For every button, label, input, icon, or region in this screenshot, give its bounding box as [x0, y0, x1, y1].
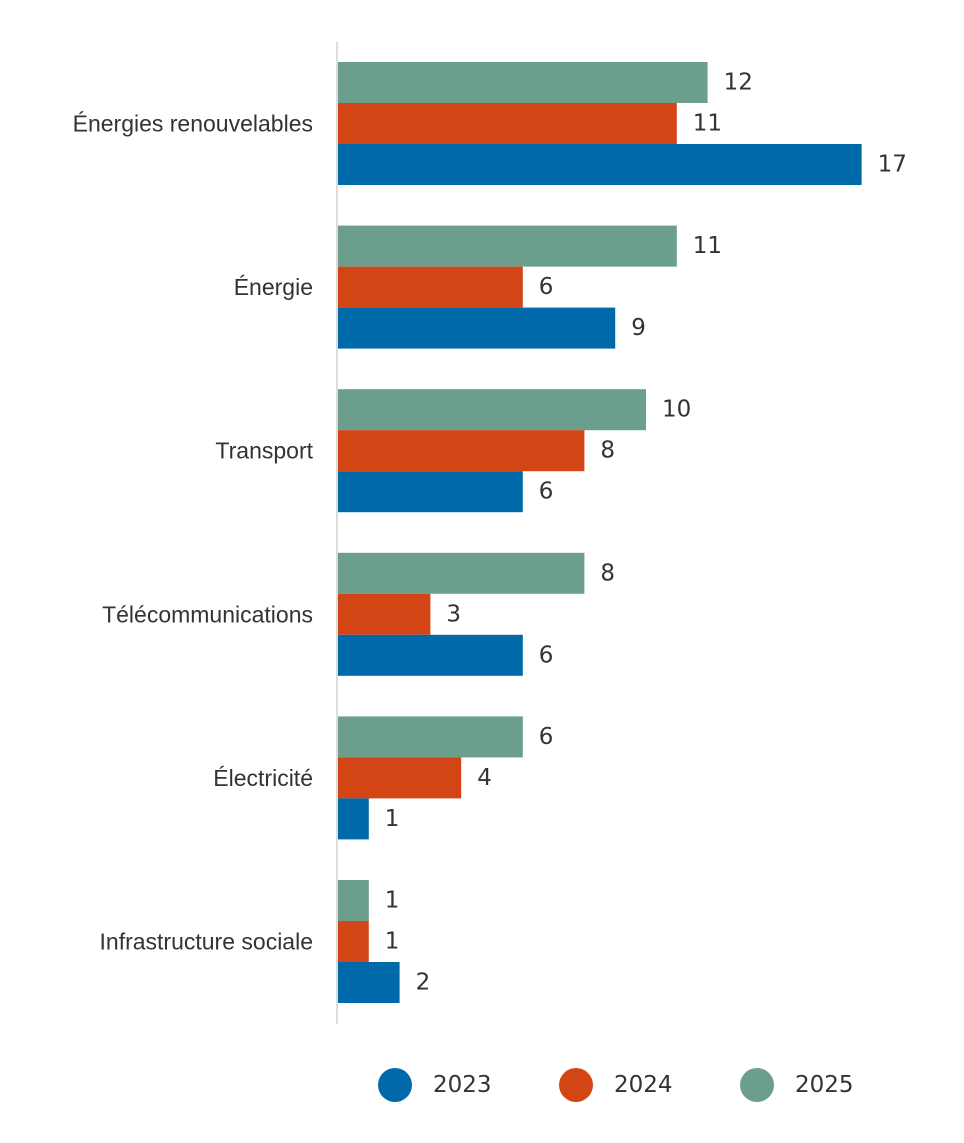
category-label-energies-renouvelables: Énergies renouvelables — [73, 111, 313, 137]
legend-label-2025: 2025 — [795, 1072, 854, 1098]
legend-label-2024: 2024 — [614, 1072, 673, 1098]
legend: 2023 2024 2025 — [378, 1068, 854, 1102]
category-label-electricite: Électricité — [213, 765, 313, 791]
bar-infrastructure-sociale-2025 — [338, 880, 369, 921]
bar-telecommunications-2025 — [338, 552, 585, 594]
value-label-transport-2024: 8 — [600, 438, 615, 464]
labels-layer: Énergies renouvelables121117Énergie1169T… — [73, 70, 907, 996]
bar-transport-2025 — [338, 389, 646, 431]
bar-transport-2024 — [338, 430, 585, 472]
category-label-infrastructure-sociale: Infrastructure sociale — [100, 929, 313, 955]
value-label-infrastructure-sociale-2024: 1 — [385, 929, 400, 955]
legend-label-2023: 2023 — [433, 1072, 492, 1098]
bar-energies-renouvelables-2025 — [338, 62, 708, 103]
bar-electricite-2024 — [338, 757, 462, 799]
value-label-transport-2023: 6 — [539, 479, 554, 505]
bar-energies-renouvelables-2024 — [338, 103, 677, 144]
value-label-electricite-2024: 4 — [477, 765, 492, 791]
value-label-transport-2025: 10 — [662, 397, 691, 423]
bar-telecommunications-2024 — [338, 593, 431, 635]
legend-marker-2025 — [740, 1068, 774, 1102]
bar-infrastructure-sociale-2024 — [338, 921, 369, 962]
bar-telecommunications-2023 — [338, 634, 523, 676]
value-label-energies-renouvelables-2023: 17 — [878, 152, 907, 178]
bar-transport-2023 — [338, 471, 523, 513]
value-label-telecommunications-2024: 3 — [446, 601, 461, 627]
value-label-energies-renouvelables-2024: 11 — [693, 111, 722, 137]
bar-electricite-2023 — [338, 798, 369, 840]
value-label-energie-2023: 9 — [631, 315, 646, 341]
value-label-electricite-2025: 6 — [539, 724, 554, 750]
legend-marker-2023 — [378, 1068, 412, 1102]
bar-energie-2023 — [338, 307, 616, 349]
value-label-infrastructure-sociale-2025: 1 — [385, 888, 400, 914]
category-label-energie: Énergie — [234, 274, 313, 300]
value-label-telecommunications-2023: 6 — [539, 642, 554, 668]
bar-energies-renouvelables-2023 — [338, 144, 862, 185]
bar-infrastructure-sociale-2023 — [338, 962, 400, 1003]
legend-marker-2024 — [559, 1068, 593, 1102]
value-label-energies-renouvelables-2025: 12 — [724, 70, 753, 96]
value-label-infrastructure-sociale-2023: 2 — [416, 970, 431, 996]
bar-energie-2025 — [338, 225, 677, 267]
bar-electricite-2025 — [338, 716, 523, 758]
value-label-electricite-2023: 1 — [385, 806, 400, 832]
category-label-telecommunications: Télécommunications — [102, 601, 313, 627]
bar-energie-2024 — [338, 266, 523, 308]
bars-layer — [338, 62, 862, 1003]
value-label-telecommunications-2025: 8 — [600, 560, 615, 586]
value-label-energie-2025: 11 — [693, 233, 722, 259]
value-label-energie-2024: 6 — [539, 274, 554, 300]
category-label-transport: Transport — [215, 438, 313, 464]
